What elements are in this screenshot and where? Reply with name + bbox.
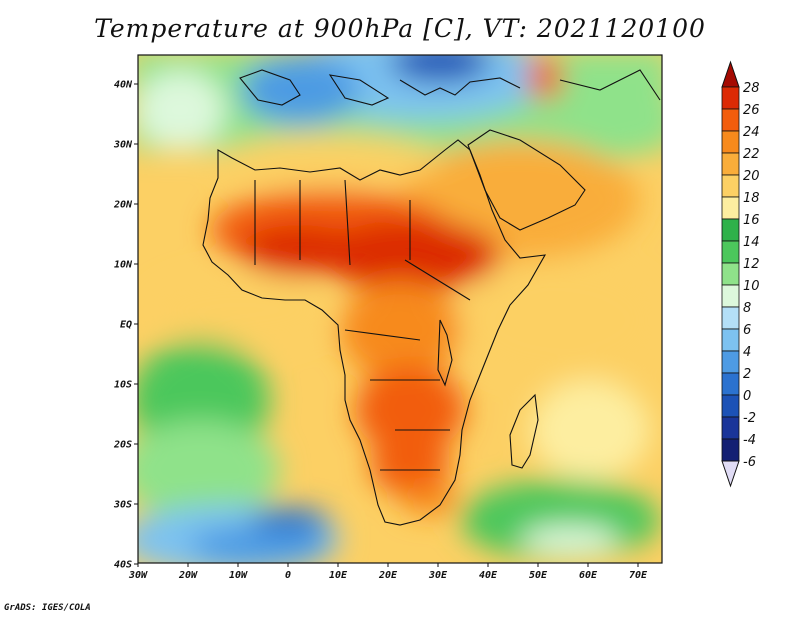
colorbar-label: 28 (743, 81, 760, 96)
colorbar-label: 14 (743, 235, 760, 250)
colorbar-label: -6 (743, 455, 756, 470)
lon-tick-label: 0 (285, 570, 291, 581)
colorbar-segment (721, 306, 740, 330)
map-title: Temperature at 900hPa [C], VT: 202112010… (94, 14, 706, 43)
colorbar-label: 12 (743, 257, 760, 272)
lon-tick-label: 20E (378, 570, 398, 581)
coastlines (202, 69, 661, 526)
colorbar-label: 6 (743, 323, 751, 338)
colorbar-segment (721, 416, 740, 440)
longitude-axis: 30W 20W 10W 0 10E 20E 30E 40E 50E 60E 70E (128, 563, 648, 581)
colorbar-segment (721, 394, 740, 418)
colorbar-segment (721, 196, 740, 220)
colorbar-segment (721, 284, 740, 308)
lat-tick-label: 40N (114, 80, 133, 91)
lon-tick-label: 30E (428, 570, 448, 581)
colorbar-segment (721, 86, 740, 110)
colorbar-label: 26 (743, 103, 760, 118)
colorbar-segment (721, 108, 740, 132)
colorbar-label: 16 (743, 213, 760, 228)
lat-tick-label: 20S (113, 440, 132, 451)
colorbar-label: 24 (743, 125, 760, 140)
colorbar-segment (721, 262, 740, 286)
colorbar-label: 10 (743, 279, 760, 294)
colorbar-label: 0 (743, 389, 751, 404)
lon-tick-label: 30W (128, 570, 148, 581)
colorbar-label: 4 (743, 345, 751, 360)
colorbar-segment (721, 152, 740, 176)
colorbar-segment (721, 438, 740, 462)
lon-tick-label: 50E (529, 570, 548, 581)
colorbar-segment (721, 218, 740, 242)
colorbar-segment (721, 240, 740, 264)
colorbar-bottom-triangle (721, 460, 740, 488)
temperature-field (138, 55, 662, 563)
colorbar-segment (721, 372, 740, 396)
colorbar-segment (721, 174, 740, 198)
lat-tick-label: EQ (120, 320, 132, 331)
colorbar-label: 18 (743, 191, 760, 206)
colorbar-label: 20 (743, 169, 760, 184)
lat-tick-label: 20N (113, 200, 133, 211)
colorbar-segment (721, 328, 740, 352)
lat-tick-label: 30S (113, 500, 132, 511)
lon-tick-label: 10W (229, 570, 248, 581)
colorbar-segment (721, 130, 740, 154)
lon-tick-label: 40E (479, 570, 498, 581)
lat-tick-label: 10S (114, 380, 132, 391)
colorbar-label: -4 (743, 433, 756, 448)
lon-tick-label: 70E (629, 570, 648, 581)
colorbar-top-triangle (721, 60, 740, 88)
lon-tick-label: 60E (579, 570, 598, 581)
lat-tick-label: 10N (114, 260, 133, 271)
lat-tick-label: 40S (114, 560, 132, 571)
latitude-axis: 40N 30N 20N 10N EQ 10S 20S 30S 40S (113, 80, 138, 571)
lon-tick-label: 20W (178, 570, 198, 581)
colorbar-label: 2 (743, 367, 751, 382)
credit-text: GrADS: IGES/COLA (4, 603, 91, 613)
map-frame (137, 54, 663, 564)
colorbar-label: 22 (743, 147, 760, 162)
lat-tick-label: 30N (113, 140, 133, 151)
lon-tick-label: 10E (329, 570, 348, 581)
colorbar-label: -2 (743, 411, 756, 426)
colorbar-segment (721, 350, 740, 374)
colorbar-label: 8 (743, 301, 751, 316)
